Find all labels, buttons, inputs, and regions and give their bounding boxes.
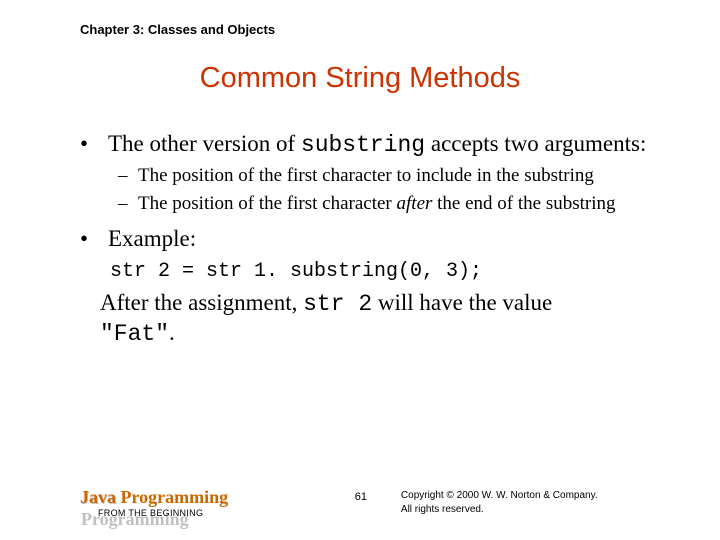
text-fragment: . (169, 320, 175, 345)
text-fragment: The position of the first character (138, 193, 397, 214)
code-block: str 2 = str 1. substring(0, 3); (110, 260, 660, 283)
paragraph: After the assignment, str 2 will have th… (100, 289, 660, 349)
page-number: 61 (321, 487, 401, 503)
bullet-item: • The other version of substring accepts… (80, 130, 660, 160)
emphasis: after (397, 193, 433, 214)
copyright-line: Copyright © 2000 W. W. Norton & Company. (401, 490, 598, 501)
sub-bullet-text: The position of the first character to i… (138, 164, 660, 188)
text-fragment: the end of the substring (432, 193, 615, 214)
brand-text: Java Programming (80, 487, 228, 507)
bullet-marker: • (80, 225, 108, 254)
text-fragment: will have the value (372, 290, 552, 315)
text-fragment: accepts two arguments: (425, 131, 646, 156)
text-fragment: The other version of (108, 131, 301, 156)
sub-bullet-item: – The position of the first character af… (118, 192, 660, 216)
footer-brand-block: Java Programming Java Programming FROM T… (80, 487, 321, 518)
brand-subtitle: FROM THE BEGINNING (98, 508, 321, 518)
code-inline: "Fat" (100, 321, 169, 347)
bullet-text: Example: (108, 225, 660, 254)
page-title: Common String Methods (0, 62, 720, 95)
content-area: • The other version of substring accepts… (80, 130, 660, 349)
bullet-marker: • (80, 130, 108, 160)
bullet-item: • Example: (80, 225, 660, 254)
chapter-header: Chapter 3: Classes and Objects (80, 22, 275, 37)
sub-bullet-text: The position of the first character afte… (138, 192, 660, 216)
dash-marker: – (118, 164, 138, 188)
sub-bullet-item: – The position of the first character to… (118, 164, 660, 188)
text-fragment: After the assignment, (100, 290, 303, 315)
copyright-line: All rights reserved. (401, 504, 484, 515)
bullet-text: The other version of substring accepts t… (108, 130, 660, 160)
dash-marker: – (118, 192, 138, 216)
copyright-block: Copyright © 2000 W. W. Norton & Company.… (401, 487, 690, 516)
code-inline: substring (301, 132, 425, 158)
brand-logo: Java Programming Java Programming (80, 487, 228, 508)
footer: Java Programming Java Programming FROM T… (80, 487, 690, 518)
code-inline: str 2 (303, 291, 372, 317)
